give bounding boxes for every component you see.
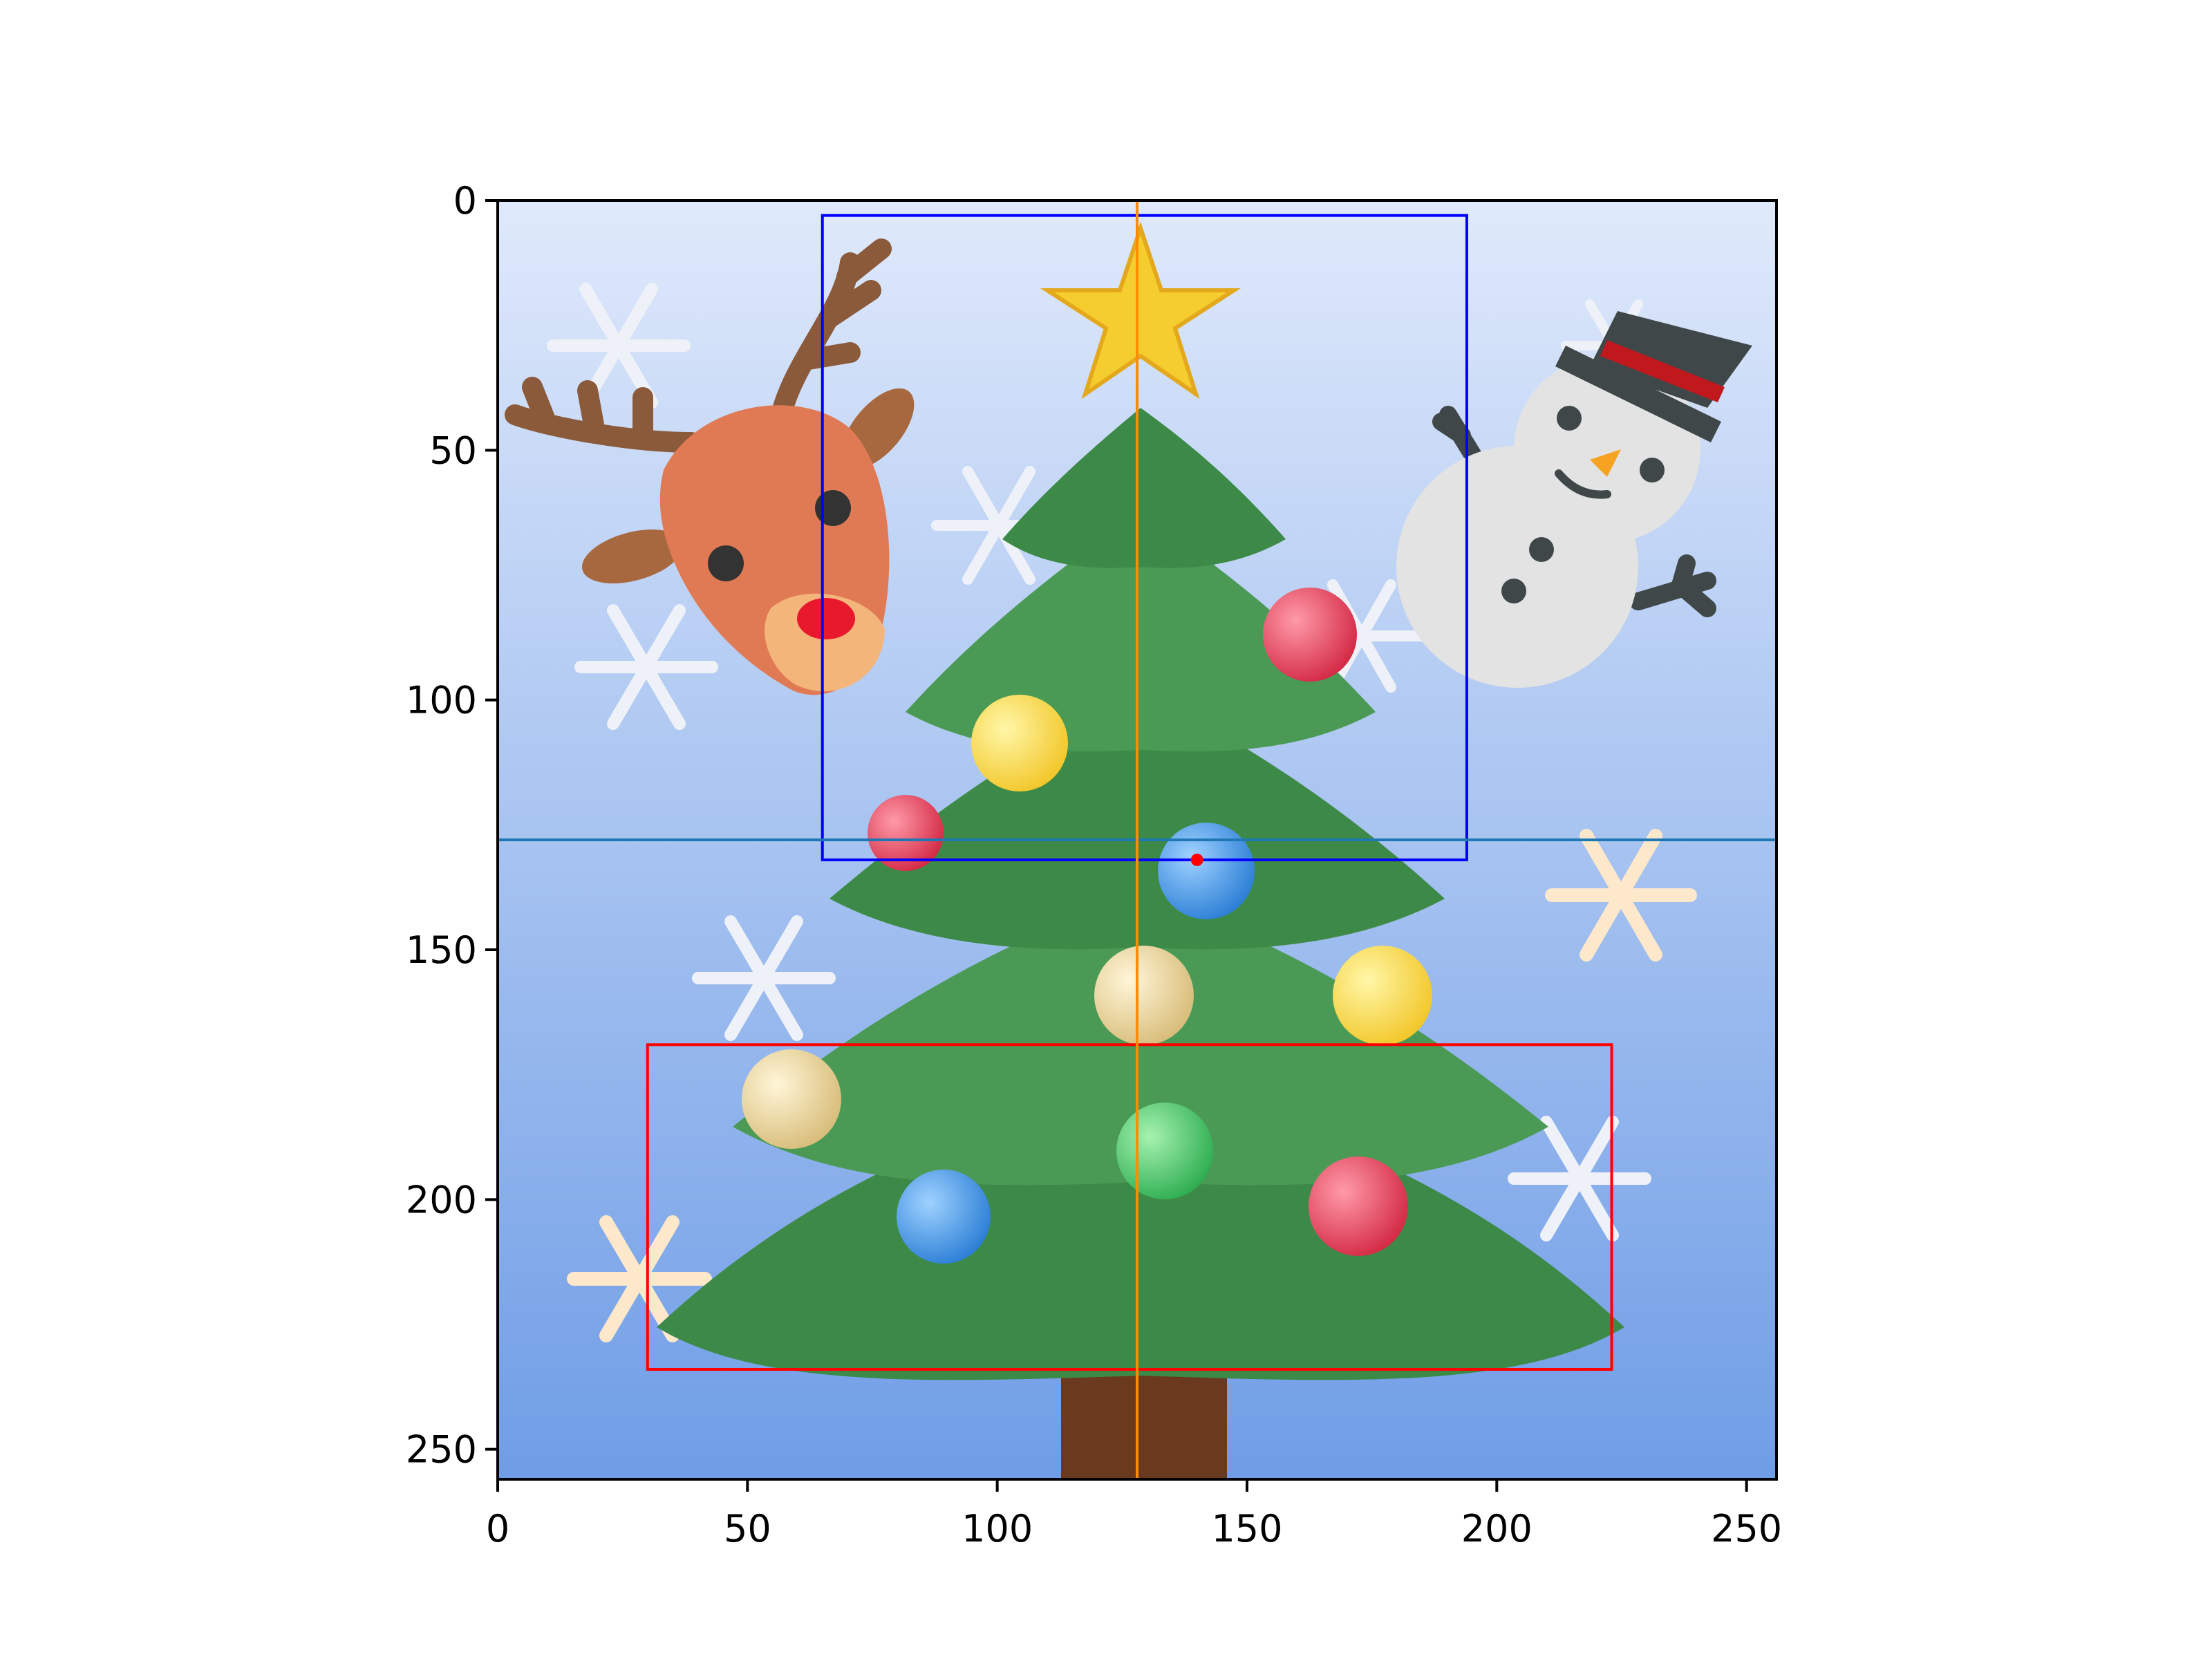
x-tick-label: 100 <box>962 1507 1033 1550</box>
ornament-red <box>1309 1156 1408 1256</box>
snowflake-icon <box>574 604 718 730</box>
snowflake-icon <box>567 1215 712 1342</box>
axes-frame <box>496 199 1778 1481</box>
x-tick-label: 0 <box>486 1507 509 1550</box>
y-tick-label: 150 <box>406 928 477 972</box>
x-tick-label: 200 <box>1461 1507 1533 1550</box>
red-box <box>646 1043 1613 1371</box>
reindeer-ear-left <box>581 529 684 583</box>
ornament-red <box>1263 588 1357 682</box>
snowman-eye <box>1640 458 1665 482</box>
snowflake-icon <box>547 283 691 409</box>
ornament-yellow <box>971 695 1068 791</box>
reindeer-icon <box>505 238 915 695</box>
snowflake-icon <box>1545 829 1697 962</box>
y-axis: 0 50 100 150 200 250 <box>406 179 498 1472</box>
x-tick-label: 250 <box>1711 1507 1782 1550</box>
snowman-hat-band <box>1600 340 1725 402</box>
y-tick-label: 250 <box>406 1428 477 1472</box>
overlays <box>498 200 1777 1479</box>
x-axis: 0 50 100 150 200 250 <box>486 1479 1782 1550</box>
y-tick-label: 50 <box>429 429 477 472</box>
ornament-blue <box>1158 823 1255 919</box>
blue-box <box>821 214 1468 861</box>
snowflakes <box>547 283 1697 1342</box>
red-point <box>1190 853 1203 866</box>
tree-tier <box>657 1078 1624 1380</box>
x-tick-label: 150 <box>1211 1507 1282 1550</box>
ornament-blue <box>897 1170 991 1264</box>
snowflake-icon <box>692 915 836 1041</box>
snowman-button <box>1529 537 1554 562</box>
tree-tier <box>906 512 1376 751</box>
snowman-button <box>1501 579 1526 603</box>
y-tick-label: 100 <box>406 679 477 722</box>
reindeer-antler-left <box>505 377 702 453</box>
ornament-green <box>1116 1103 1213 1199</box>
reindeer-antler-right <box>771 238 892 425</box>
ornament-cream <box>742 1049 841 1149</box>
y-tick-label: 0 <box>453 179 477 223</box>
snowman-icon <box>1396 311 1752 688</box>
ornaments <box>742 588 1432 1264</box>
tree-star-icon <box>1040 221 1241 400</box>
tree-tier <box>1002 408 1286 568</box>
x-tick-label: 50 <box>724 1507 771 1550</box>
snowman-nose <box>1590 449 1621 477</box>
snowman-eye <box>1557 406 1582 431</box>
snowflake-icon <box>1508 1116 1651 1241</box>
snowman-arm-right <box>1629 554 1716 617</box>
reindeer-eye-left <box>708 545 744 581</box>
snowman-hat-brim <box>1555 346 1721 442</box>
reindeer-eye-right <box>815 490 851 526</box>
reindeer-nose <box>797 598 855 639</box>
snowman-mouth <box>1555 469 1611 499</box>
ornament-yellow <box>1333 946 1432 1045</box>
ornament-red <box>868 795 944 871</box>
ornament-cream <box>1094 946 1194 1045</box>
y-tick-label: 200 <box>406 1178 477 1221</box>
